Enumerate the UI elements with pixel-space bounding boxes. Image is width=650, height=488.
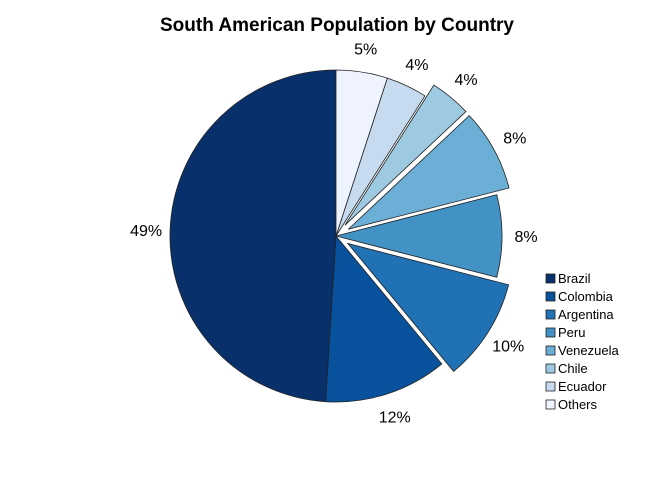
legend-swatch-others (545, 399, 556, 410)
percent-label-venezuela: 8% (503, 131, 526, 148)
legend-label-ecuador: Ecuador (558, 379, 607, 394)
pie-slice-others (335, 69, 388, 237)
legend-label-argentina: Argentina (558, 307, 614, 322)
legend-swatch-ecuador (545, 381, 556, 392)
percent-label-peru: 8% (514, 229, 537, 246)
legend-label-venezuela: Venezuela (558, 343, 619, 358)
pie-slice-brazil (169, 69, 337, 403)
pie-slices (169, 69, 510, 403)
percent-label-ecuador: 4% (405, 57, 428, 74)
pie-slice-peru (335, 194, 503, 278)
legend-swatch-venezuela (545, 345, 556, 356)
percent-label-colombia: 12% (379, 410, 411, 427)
percent-label-brazil: 49% (130, 223, 162, 240)
legend-swatch-chile (545, 363, 556, 374)
pie-slice-chile (344, 84, 467, 226)
legend-label-chile: Chile (558, 361, 588, 376)
legend-swatch-brazil (545, 273, 556, 284)
percent-label-others: 5% (354, 41, 377, 58)
legend: Brazil Colombia Argentina Peru Venezuela Chil… (545, 271, 619, 412)
percent-label-chile: 4% (454, 72, 477, 89)
legend-label-others: Others (558, 397, 598, 412)
legend-swatch-argentina (545, 309, 556, 320)
chart-title: South American Population by Country (160, 15, 514, 36)
legend-label-colombia: Colombia (558, 289, 614, 304)
percent-labels: 49% 12% 10% 8% 8% 4% 4% 5% (130, 41, 537, 426)
legend-swatch-colombia (545, 291, 556, 302)
pie-slice-venezuela (347, 115, 510, 230)
pie-slice-colombia (325, 234, 443, 403)
legend-swatch-peru (545, 327, 556, 338)
legend-label-peru: Peru (558, 325, 585, 340)
legend-label-brazil: Brazil (558, 271, 591, 286)
pie-slice-argentina (346, 242, 510, 372)
percent-label-argentina: 10% (492, 338, 524, 355)
